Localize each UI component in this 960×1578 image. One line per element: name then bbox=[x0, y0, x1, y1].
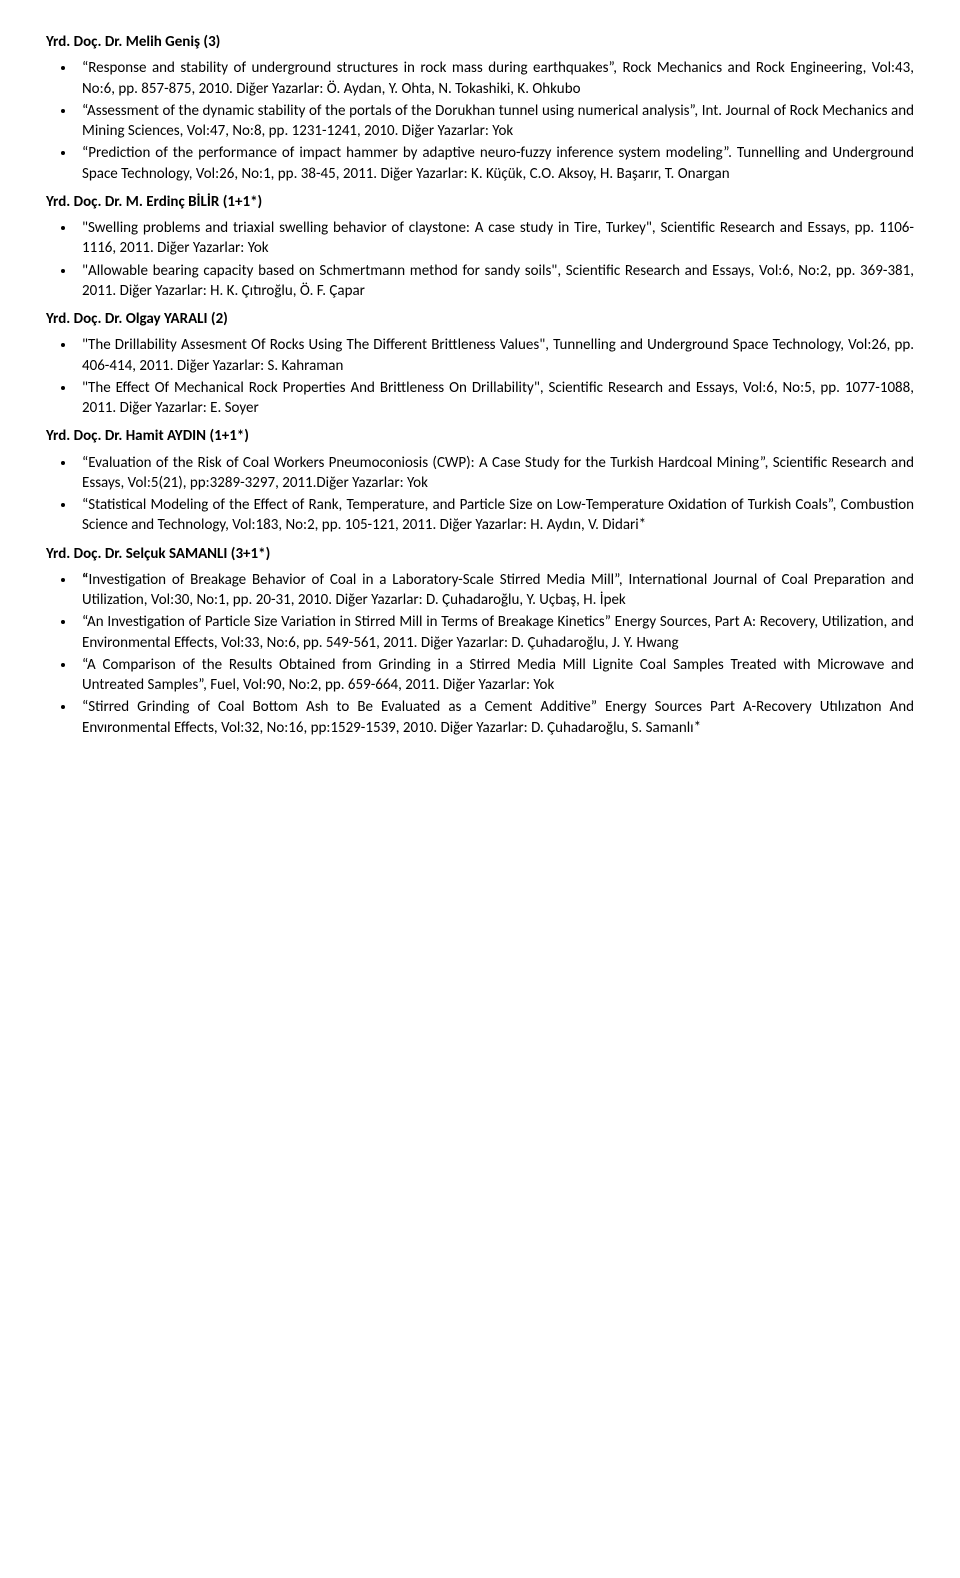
publication-item: “Response and stability of underground s… bbox=[76, 58, 914, 99]
publication-item: “Evaluation of the Risk of Coal Workers … bbox=[76, 453, 914, 494]
publication-item: “Statistical Modeling of the Effect of R… bbox=[76, 495, 914, 536]
section-heading: Yrd. Doç. Dr. Selçuk SAMANLI (3+1*) bbox=[46, 544, 914, 564]
section-heading: Yrd. Doç. Dr. Olgay YARALI (2) bbox=[46, 309, 914, 329]
publication-item: "The Effect Of Mechanical Rock Propertie… bbox=[76, 378, 914, 419]
section-heading: Yrd. Doç. Dr. Hamit AYDIN (1+1*) bbox=[46, 426, 914, 446]
publication-item: “Investigation of Breakage Behavior of C… bbox=[76, 570, 914, 611]
section-heading: Yrd. Doç. Dr. Melih Geniş (3) bbox=[46, 32, 914, 52]
publication-item: “A Comparison of the Results Obtained fr… bbox=[76, 655, 914, 696]
publication-item: "Swelling problems and triaxial swelling… bbox=[76, 218, 914, 259]
publication-item: "The Drillability Assesment Of Rocks Usi… bbox=[76, 335, 914, 376]
publication-item: “Prediction of the performance of impact… bbox=[76, 143, 914, 184]
publication-list: “Evaluation of the Risk of Coal Workers … bbox=[46, 453, 914, 536]
publication-item: “Stirred Grinding of Coal Bottom Ash to … bbox=[76, 697, 914, 738]
publication-item: "Allowable bearing capacity based on Sch… bbox=[76, 261, 914, 302]
publication-list: “Investigation of Breakage Behavior of C… bbox=[46, 570, 914, 738]
section-heading: Yrd. Doç. Dr. M. Erdinç BİLİR (1+1*) bbox=[46, 192, 914, 212]
publication-list: "Swelling problems and triaxial swelling… bbox=[46, 218, 914, 301]
publication-item: “Assessment of the dynamic stability of … bbox=[76, 101, 914, 142]
publication-list: "The Drillability Assesment Of Rocks Usi… bbox=[46, 335, 914, 418]
publication-item: “An Investigation of Particle Size Varia… bbox=[76, 612, 914, 653]
document-body: Yrd. Doç. Dr. Melih Geniş (3) “Response a… bbox=[46, 32, 914, 738]
publication-list: “Response and stability of underground s… bbox=[46, 58, 914, 184]
